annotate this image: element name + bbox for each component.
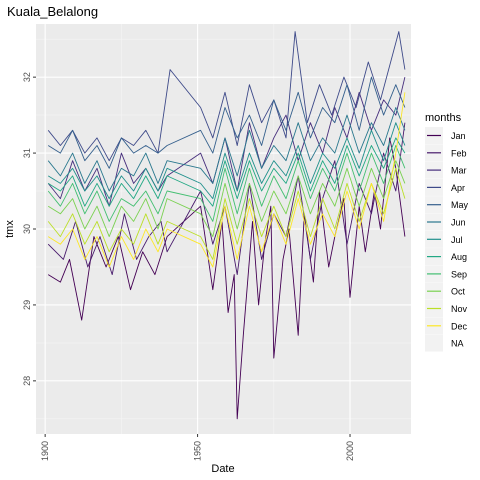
legend: months Jan Feb Mar Apr May Jun Jul Aug Sep Oct Nov… [425, 112, 469, 352]
series-line-nov [47, 167, 406, 260]
y-tick-label: 31 [22, 148, 32, 158]
x-axis-title: Date [211, 463, 234, 475]
y-tick-label: 29 [22, 300, 32, 310]
series-line-oct [47, 160, 406, 238]
x-tick-label: 2000 [345, 441, 355, 461]
legend-title: months [425, 112, 462, 124]
legend-label: Aug [451, 252, 467, 262]
x-tick-label: 1900 [40, 441, 50, 461]
series-line-dec [47, 92, 406, 268]
series-line-jan [47, 137, 406, 420]
legend-label: Sep [451, 269, 467, 279]
legend-label: Apr [451, 183, 465, 193]
legend-label: Mar [451, 166, 467, 176]
legend-label: Jan [451, 131, 466, 141]
y-tick-label: 32 [22, 72, 32, 82]
y-tick-label: 30 [22, 224, 32, 234]
series-line-jul [47, 122, 406, 200]
series-layer [47, 31, 406, 420]
legend-label: Jul [451, 235, 463, 245]
axis-ticks: 1900 1950 2000 28 29 30 31 32 [22, 72, 355, 461]
series-line-jun [47, 107, 406, 192]
legend-label: Dec [451, 321, 468, 331]
series-line-aug [47, 137, 406, 207]
legend-label: Nov [451, 304, 468, 314]
series-line-feb [47, 122, 406, 276]
y-axis-title: tmx [4, 220, 16, 238]
x-tick-label: 1950 [193, 441, 203, 461]
series-line-sep [47, 145, 406, 222]
legend-label: May [451, 200, 469, 210]
legend-label: Oct [451, 287, 466, 297]
y-tick-label: 28 [22, 376, 32, 386]
legend-label: NA [451, 339, 464, 349]
chart-title: Kuala_Belalong [7, 4, 98, 19]
legend-label: Feb [451, 148, 467, 158]
series-line-may [47, 76, 406, 169]
legend-label: Jun [451, 218, 466, 228]
legend-key [425, 334, 443, 352]
series-line-apr [47, 31, 406, 162]
